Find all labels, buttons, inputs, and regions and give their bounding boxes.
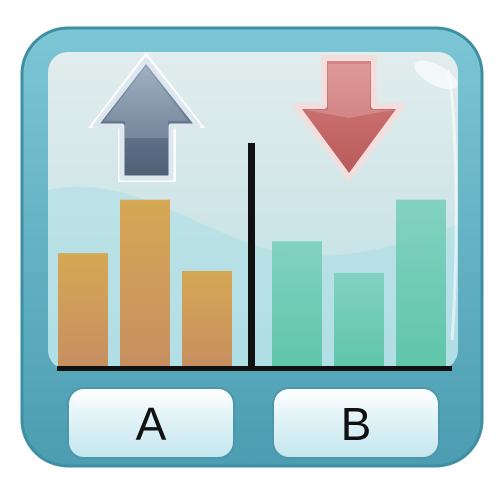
variant-b-label: B xyxy=(341,398,372,450)
center-divider xyxy=(248,143,255,368)
group-b-bar-3 xyxy=(396,199,446,366)
group-b-bar-1 xyxy=(272,241,322,366)
group-b-bar-2 xyxy=(334,272,384,366)
bars-group-a xyxy=(58,199,232,366)
gloss-highlight xyxy=(414,60,458,90)
group-a-bar-3 xyxy=(182,270,232,366)
variant-a-button[interactable]: A xyxy=(67,387,235,459)
group-a-bar-1 xyxy=(58,253,108,366)
icon-frame-border xyxy=(20,26,484,468)
bars-group-b xyxy=(272,199,446,366)
variant-a-label: A xyxy=(136,398,167,450)
group-a-bar-2 xyxy=(120,199,170,366)
up-arrow-icon xyxy=(88,52,205,182)
variant-b-button[interactable]: B xyxy=(272,387,440,459)
chart-baseline xyxy=(57,366,452,371)
down-arrow-icon xyxy=(293,55,405,181)
gloss-edge xyxy=(446,69,458,341)
